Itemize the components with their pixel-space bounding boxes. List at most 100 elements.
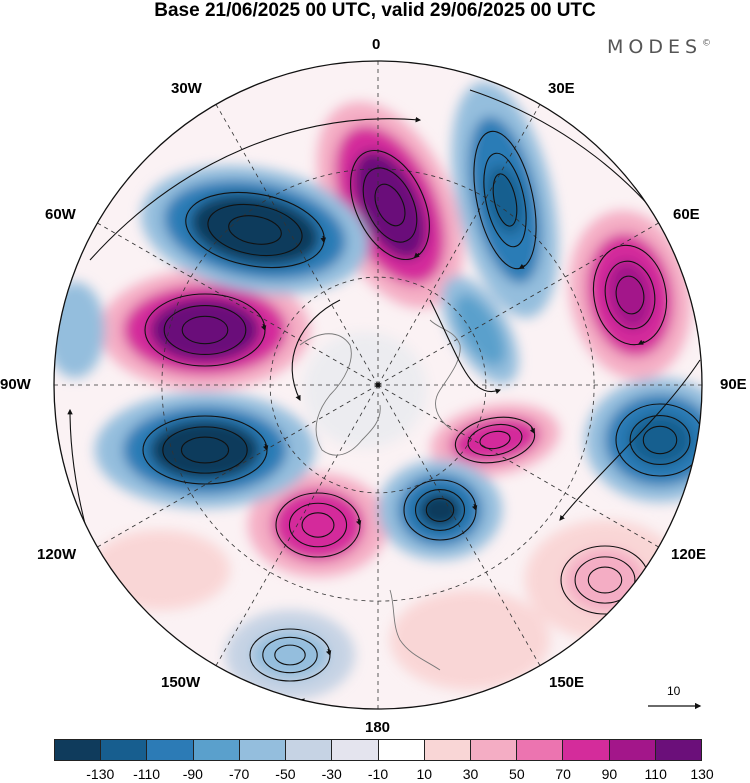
longitude-label-150w: 150W — [161, 674, 201, 691]
meridian-line — [97, 222, 379, 386]
streamline — [362, 167, 418, 243]
anomaly-lobe-negative — [441, 276, 519, 384]
anomaly-lobe-positive — [90, 530, 230, 610]
streamline — [181, 315, 229, 345]
colorbar-tick-label: -90 — [182, 766, 203, 782]
anomaly-lobe-positive — [390, 590, 550, 690]
streamline — [89, 116, 422, 261]
meridian-line — [215, 384, 379, 666]
colorbar — [54, 739, 702, 761]
anomaly-lobe-negative — [95, 392, 315, 508]
streamline — [374, 183, 406, 227]
colorbar-segment — [654, 740, 702, 760]
streamline — [587, 566, 623, 594]
reference-vector-label: 10 — [667, 684, 681, 698]
anomaly-lobe-negative — [585, 378, 702, 502]
colorbar-segment — [55, 740, 101, 760]
streamline-arrow — [355, 518, 362, 527]
colorbar-tick-label: 110 — [644, 766, 667, 782]
meridian-line — [377, 222, 659, 386]
modes-logo: MODES© — [607, 36, 712, 58]
streamline-arrow — [699, 433, 702, 442]
streamline-arrow — [529, 427, 535, 435]
streamline — [604, 260, 656, 330]
colorbar-segment — [516, 740, 563, 760]
longitude-label-30e: 30E — [548, 80, 575, 97]
streamline — [492, 173, 518, 227]
anomaly-lobe-negative — [141, 165, 369, 295]
longitude-label-150e: 150E — [549, 674, 585, 691]
streamline — [274, 644, 306, 666]
streamline — [483, 152, 527, 248]
colorbar-segment — [562, 740, 609, 760]
colorbar-segment — [100, 740, 147, 760]
streamline-arrow — [260, 323, 267, 332]
colorbar-segment — [608, 740, 655, 760]
streamline-arrow — [518, 263, 526, 270]
colorbar-segment — [423, 740, 470, 760]
streamline — [180, 436, 230, 464]
colorbar-tick-label: 130 — [690, 766, 714, 782]
polar-neutral-area — [303, 332, 427, 448]
colorbar-tick-label: -30 — [321, 766, 342, 782]
colorbar-segment — [331, 740, 378, 760]
anomaly-lobe-negative — [378, 460, 502, 560]
longitude-label-30w: 30W — [171, 80, 202, 97]
longitude-label-120w: 120W — [37, 546, 77, 563]
colorbar-segment — [469, 740, 517, 760]
anomaly-lobe-negative — [451, 82, 559, 318]
streamline — [479, 430, 511, 450]
colorbar-tick-label: 70 — [555, 766, 571, 782]
streamline — [228, 215, 282, 245]
streamline — [429, 299, 502, 394]
meridian-line — [377, 384, 659, 548]
meridian-line — [377, 104, 541, 386]
longitude-label-120e: 120E — [671, 546, 707, 563]
anomaly-lobe-negative — [225, 610, 355, 700]
colorbar-tick-label: 30 — [462, 766, 479, 782]
colorbar-tick-label: -130 — [86, 766, 115, 782]
colorbar-segment — [377, 740, 424, 760]
colorbar-tick-label: -70 — [229, 766, 250, 782]
streamline-arrow — [320, 235, 327, 244]
colorbar-tick-label: 50 — [509, 766, 525, 782]
streamline — [629, 414, 691, 466]
anomaly-lobe-positive — [525, 520, 685, 640]
anomaly-lobe-negative — [54, 282, 105, 378]
streamline-arrow — [471, 503, 478, 512]
streamline — [262, 636, 318, 674]
streamline-arrow — [644, 573, 651, 582]
north-pole-marker — [375, 382, 381, 388]
coastline — [299, 319, 461, 671]
colorbar-segment — [192, 740, 239, 760]
streamline — [574, 556, 636, 604]
anomaly-lobe-positive — [248, 473, 388, 577]
colorbar-tick-label: -110 — [133, 766, 161, 782]
streamline — [414, 489, 466, 531]
streamline-arrow — [637, 339, 645, 345]
longitude-label-90w: 90W — [0, 376, 31, 393]
meridian-line — [377, 384, 541, 666]
colorbar-tick-label: -50 — [275, 766, 296, 782]
streamline — [163, 304, 247, 356]
anomaly-field — [54, 82, 702, 700]
longitude-label-60e: 60E — [673, 206, 700, 223]
longitude-label-180: 180 — [365, 719, 391, 736]
streamline-arrow — [413, 252, 420, 259]
streamline-arrow — [325, 648, 332, 657]
streamline — [288, 502, 348, 548]
map-title: Base 21/06/2025 00 UTC, valid 29/06/2025… — [154, 0, 596, 21]
meridian-line — [97, 384, 379, 548]
streamline — [301, 512, 335, 538]
streamline — [615, 403, 702, 477]
streamline — [467, 423, 523, 457]
longitude-label-90e: 90E — [720, 376, 747, 393]
meridian-line — [215, 104, 379, 386]
anomaly-lobe-positive — [100, 270, 310, 390]
colorbar-tick-label: -10 — [367, 766, 389, 782]
colorbar-tick-label: 10 — [416, 766, 433, 782]
streamline-arrow — [262, 443, 269, 452]
streamline — [291, 299, 341, 401]
streamline — [425, 498, 455, 522]
longitude-label-0: 0 — [372, 36, 381, 53]
